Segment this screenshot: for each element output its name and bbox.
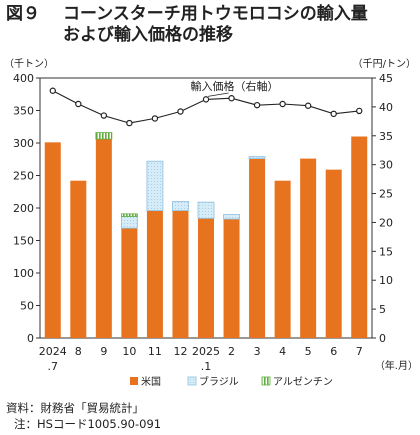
bar-us [44, 142, 61, 338]
figure-number: 図９ [6, 4, 40, 24]
x-tick-label: 12 [173, 345, 187, 358]
price-point [228, 95, 235, 102]
x-tick-label: 9 [100, 345, 107, 358]
bar-brazil [146, 160, 164, 211]
x-tick-label: 2024 [39, 345, 67, 358]
y-right-tick-label: 35 [379, 130, 393, 143]
bar-us [198, 218, 214, 338]
chart: 0501001502002503003504000510152025303540… [4, 58, 418, 388]
y-left-tick-label: 350 [13, 105, 34, 118]
y-right-tick-label: 0 [379, 332, 386, 345]
x-axis-unit: （年.月） [375, 359, 418, 372]
x-tick-label: 11 [148, 345, 162, 358]
x-tick-label: 3 [254, 345, 261, 358]
x-tick-label: 4 [279, 345, 286, 358]
bar-us [274, 180, 291, 338]
bar-us [351, 136, 368, 338]
y-right-tick-label: 30 [379, 159, 393, 172]
legend-label: アルゼンチン [273, 376, 333, 388]
bar-brazil [120, 216, 138, 229]
price-point [356, 107, 363, 115]
price-line [52, 90, 360, 124]
bar-argentina [95, 132, 113, 140]
x-tick-label: 10 [122, 345, 136, 358]
price-point [177, 108, 184, 115]
y-left-tick-label: 250 [13, 170, 34, 183]
bar-us [249, 158, 266, 338]
bar-us [95, 139, 112, 338]
y-right-tick-label: 20 [379, 216, 393, 229]
x-tick-label: 2025 [192, 345, 220, 358]
price-point [100, 112, 108, 119]
legend-label: ブラジル [199, 375, 239, 388]
bar-us [146, 210, 163, 338]
price-point [330, 110, 337, 118]
price-point [151, 115, 159, 122]
x-tick-label: 6 [330, 345, 337, 358]
x-tick-label: 8 [75, 345, 82, 358]
legend-swatch [130, 377, 138, 385]
x-tick-label: 7 [356, 345, 363, 358]
bar-us [300, 158, 317, 338]
y-left-tick-label: 0 [27, 332, 34, 345]
source-text: 資料：財務省「貿易統計」 [6, 401, 144, 415]
price-annotation: 輸入価格（右軸） [190, 79, 278, 93]
y-left-tick-label: 200 [13, 202, 34, 215]
source-block: 資料：財務省「貿易統計」 注：HSコード1005.90-091 [6, 400, 161, 432]
price-point [75, 100, 82, 108]
bar-argentina [120, 213, 138, 217]
price-point [126, 119, 133, 127]
y-left-tick-label: 400 [13, 72, 34, 85]
annotation-leader [207, 92, 229, 97]
bar-us [172, 210, 189, 338]
chart-title: 図９ コーンスターチ用トウモロコシの輸入量 および輸入価格の推移 [6, 4, 416, 46]
legend-label: 米国 [141, 375, 161, 388]
price-point [304, 102, 312, 109]
y-right-tick-label: 10 [379, 274, 393, 287]
bar-us [223, 219, 240, 338]
bar-brazil [197, 201, 215, 219]
price-point [49, 87, 56, 94]
y-right-tick-label: 45 [379, 72, 393, 85]
bar-us [121, 228, 138, 338]
y-left-tick-label: 300 [13, 137, 34, 150]
bar-brazil [223, 214, 240, 220]
legend-swatch [187, 376, 197, 386]
legend-swatch [261, 376, 271, 386]
x-tick-label: 5 [305, 345, 312, 358]
note-text: 注：HSコード1005.90-091 [14, 417, 162, 431]
bar-brazil [248, 156, 266, 159]
y-right-axis-label: （千円/トン） [353, 58, 416, 70]
title-line-1: コーンスターチ用トウモロコシの輸入量 [63, 4, 368, 24]
price-point [202, 96, 210, 103]
title-line-2: および輸入価格の推移 [63, 25, 233, 45]
y-right-tick-label: 25 [379, 188, 393, 201]
y-left-tick-label: 150 [13, 235, 34, 248]
bar-brazil [172, 201, 189, 212]
price-point [253, 101, 261, 109]
x-tick-label: .1 [201, 360, 212, 373]
bar-us [70, 180, 87, 338]
price-point [279, 100, 286, 108]
y-right-tick-label: 15 [379, 245, 393, 258]
x-tick-label: .7 [48, 360, 59, 373]
y-left-axis-label: （千トン） [4, 58, 54, 70]
bar-us [325, 169, 342, 338]
y-right-tick-label: 40 [379, 101, 393, 114]
x-tick-label: 2 [228, 345, 235, 358]
y-left-tick-label: 100 [13, 267, 34, 280]
y-right-tick-label: 5 [379, 303, 386, 316]
y-left-tick-label: 50 [20, 300, 34, 313]
